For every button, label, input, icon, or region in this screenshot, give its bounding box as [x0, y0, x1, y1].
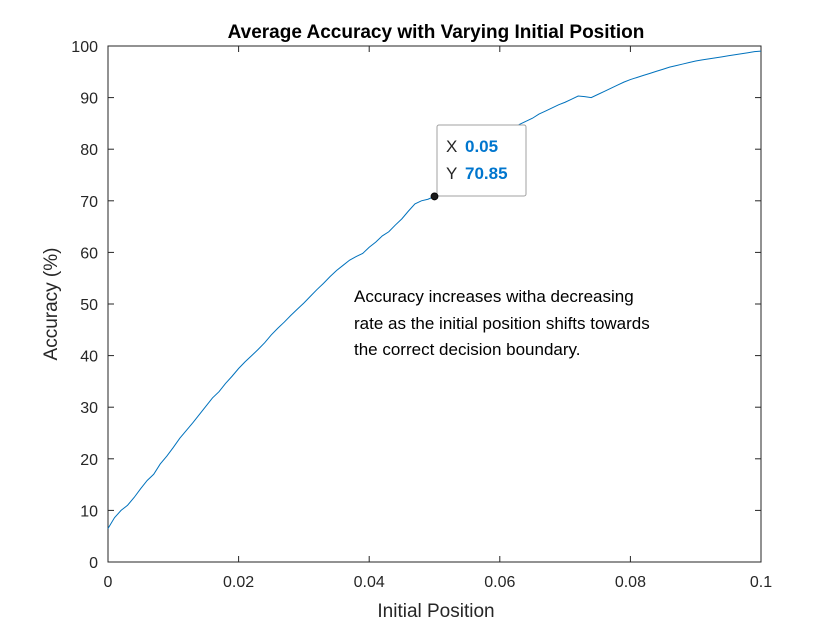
- y-tick-label: 60: [80, 245, 98, 262]
- x-tick-label: 0.06: [484, 574, 515, 591]
- y-tick-label: 100: [71, 39, 98, 56]
- datatip-y-key: Y: [446, 164, 457, 183]
- plot-area: [107, 45, 762, 563]
- chart-title: Average Accuracy with Varying Initial Po…: [228, 22, 645, 43]
- datatip-x-value: 0.05: [465, 137, 498, 156]
- annotation: Accuracy increases witha decreasing rate…: [354, 287, 650, 359]
- x-axis-label: Initial Position: [377, 601, 494, 622]
- x-tick-label: 0: [104, 574, 113, 591]
- x-tick-label: 0.08: [615, 574, 646, 591]
- annotation-line-2: rate as the initial position shifts towa…: [354, 314, 650, 333]
- tick-labels: 0 0.02 0.04 0.06 0.08 0.1 0 10 20 30 40 50 60 70 80 90 1…: [71, 39, 772, 591]
- x-tick-label: 0.04: [354, 574, 385, 591]
- annotation-line-3: the correct decision boundary.: [354, 340, 580, 359]
- y-tick-label: 90: [80, 91, 98, 108]
- y-tick-label: 30: [80, 400, 98, 417]
- axis-ticks: [107, 45, 762, 563]
- y-tick-label: 10: [80, 503, 98, 520]
- y-tick-label: 70: [80, 194, 98, 211]
- x-tick-label: 0.1: [750, 574, 772, 591]
- y-tick-label: 40: [80, 349, 98, 366]
- y-tick-label: 80: [80, 142, 98, 159]
- y-axis-label: Accuracy (%): [41, 248, 62, 361]
- y-tick-label: 50: [80, 297, 98, 314]
- datatip-marker[interactable]: [430, 192, 439, 201]
- y-tick-label: 0: [89, 555, 98, 572]
- y-tick-label: 20: [80, 452, 98, 469]
- datatip-y-value: 70.85: [465, 164, 508, 183]
- x-tick-label: 0.02: [223, 574, 254, 591]
- datatip[interactable]: X 0.05 Y 70.85: [430, 124, 527, 201]
- datatip-x-key: X: [446, 137, 457, 156]
- datatip-box: [436, 124, 527, 197]
- annotation-line-1: Accuracy increases witha decreasing: [354, 287, 634, 306]
